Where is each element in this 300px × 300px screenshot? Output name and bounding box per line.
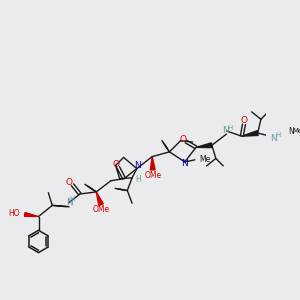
Polygon shape: [150, 157, 155, 170]
Polygon shape: [242, 131, 258, 136]
Text: N: N: [270, 134, 277, 142]
Text: O: O: [240, 116, 247, 125]
Text: HO: HO: [8, 209, 20, 218]
Text: Me: Me: [199, 155, 210, 164]
Text: H: H: [135, 176, 141, 184]
Text: N: N: [66, 198, 73, 207]
Polygon shape: [96, 192, 103, 206]
Polygon shape: [24, 213, 38, 217]
Polygon shape: [196, 143, 212, 148]
Text: N: N: [223, 126, 229, 135]
Text: N: N: [181, 159, 188, 168]
Text: O: O: [179, 135, 186, 144]
Text: OMe: OMe: [93, 206, 110, 214]
Text: N: N: [134, 161, 141, 170]
Text: O: O: [66, 178, 73, 187]
Text: N: N: [288, 127, 294, 136]
Text: Me: Me: [292, 128, 300, 134]
Text: O: O: [112, 160, 119, 169]
Text: H: H: [275, 132, 280, 138]
Text: H: H: [227, 125, 232, 131]
Text: H: H: [70, 196, 75, 202]
Text: OMe: OMe: [144, 171, 161, 180]
